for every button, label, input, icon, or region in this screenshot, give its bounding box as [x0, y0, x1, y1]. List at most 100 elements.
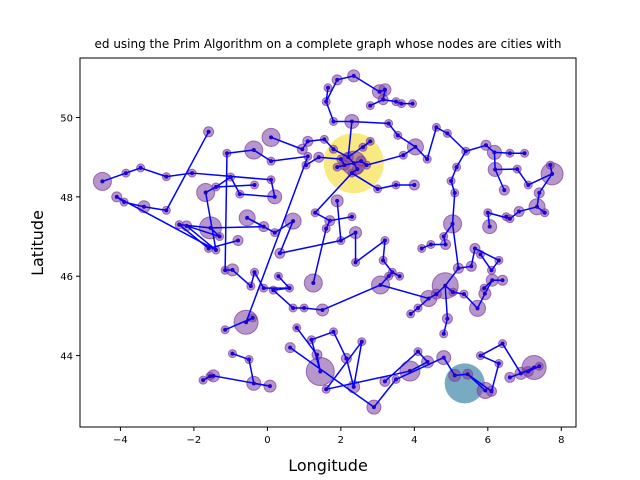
city-node-core [300, 147, 305, 152]
city-node-core [441, 234, 446, 239]
city-node-core [518, 371, 523, 376]
city-node-core [302, 305, 307, 310]
city-node-core [276, 274, 281, 279]
tree-edge [318, 156, 341, 160]
tree-edge [231, 269, 252, 287]
city-node-core [445, 131, 450, 136]
city-node-core [441, 355, 446, 360]
city-node-core [355, 167, 360, 172]
city-node-core [230, 351, 235, 356]
city-node-core [507, 216, 512, 221]
tree-edge [253, 271, 265, 289]
x-tick-label: 2 [338, 435, 344, 446]
city-node-core [177, 222, 182, 227]
city-node-core [261, 286, 266, 291]
city-node-core [413, 144, 418, 149]
city-node-core [313, 210, 318, 215]
tree-edge [443, 318, 449, 334]
city-node-core [324, 99, 329, 104]
tree-edge [347, 121, 353, 158]
city-node-core [309, 337, 314, 342]
city-node-core [261, 224, 266, 229]
city-node-core [517, 209, 522, 214]
tree-edge [215, 176, 232, 188]
city-node-core [269, 177, 274, 182]
city-node-core [230, 267, 235, 272]
tree-edge [494, 169, 506, 191]
city-node-core [303, 163, 308, 168]
city-node-core [408, 311, 413, 316]
city-node-core [287, 286, 292, 291]
city-node-core [441, 331, 446, 336]
city-node-core [141, 204, 146, 209]
city-node-core [359, 159, 364, 164]
city-node-core [353, 230, 358, 235]
city-node-core [397, 274, 402, 279]
city-node-core [305, 139, 310, 144]
city-node-core [450, 290, 455, 295]
city-node-core [294, 325, 299, 330]
city-node-core [335, 198, 340, 203]
tree-edge [470, 248, 476, 267]
city-node-core [277, 251, 282, 256]
city-node-core [478, 353, 483, 358]
tree-edge [325, 79, 338, 102]
city-node-core [375, 186, 380, 191]
tree-edge [304, 307, 323, 311]
city-node-core [353, 260, 358, 265]
tree-edge [178, 224, 210, 250]
tree-edge [179, 223, 211, 229]
city-node-core [324, 226, 329, 231]
tree-edge [311, 331, 334, 341]
city-node-core [502, 188, 507, 193]
city-node-core [532, 365, 537, 370]
city-node-core [450, 221, 455, 226]
tree-edge [213, 375, 271, 387]
city-node-core [382, 87, 387, 92]
city-node-core [223, 268, 228, 273]
tree-edge [493, 152, 496, 170]
city-node-core [344, 356, 349, 361]
tree-edge [527, 173, 553, 186]
city-node-core [483, 388, 488, 393]
city-node-core [206, 246, 211, 251]
city-node-core [478, 252, 483, 257]
x-tick-label: −2 [187, 435, 202, 446]
tree-edge [380, 284, 429, 300]
city-node-core [203, 190, 208, 195]
city-node-core [288, 345, 293, 350]
city-node-core [349, 214, 354, 219]
city-node-core [378, 282, 383, 287]
tree-edge [444, 285, 449, 319]
tree-edge [116, 196, 217, 251]
city-node-core [428, 242, 433, 247]
tree-edge [272, 289, 294, 309]
city-node-core [504, 214, 509, 219]
x-tick-label: 6 [485, 435, 491, 446]
tree-edge [446, 132, 467, 152]
tree-edge [253, 149, 272, 162]
city-node-core [305, 154, 310, 159]
city-node-core [269, 159, 274, 164]
tree-edge [165, 131, 210, 211]
y-axis-ticks: 44 46 48 50 [60, 114, 80, 363]
city-node-core [314, 352, 319, 357]
tree-edge [409, 361, 428, 372]
tree-edge [245, 156, 309, 323]
tree-edge [494, 151, 510, 154]
city-node-core [322, 137, 327, 142]
city-node-core [122, 200, 127, 205]
tree-edge [140, 167, 167, 178]
city-node-core [223, 327, 228, 332]
city-node-core [324, 387, 329, 392]
tree-edge [480, 354, 500, 365]
city-node-core [425, 157, 430, 162]
tree-edge [307, 138, 325, 143]
city-node-core [331, 329, 336, 334]
city-node-core [272, 194, 277, 199]
city-node-core [208, 225, 213, 230]
city-node-core [114, 194, 119, 199]
x-tick-label: −4 [113, 435, 128, 446]
